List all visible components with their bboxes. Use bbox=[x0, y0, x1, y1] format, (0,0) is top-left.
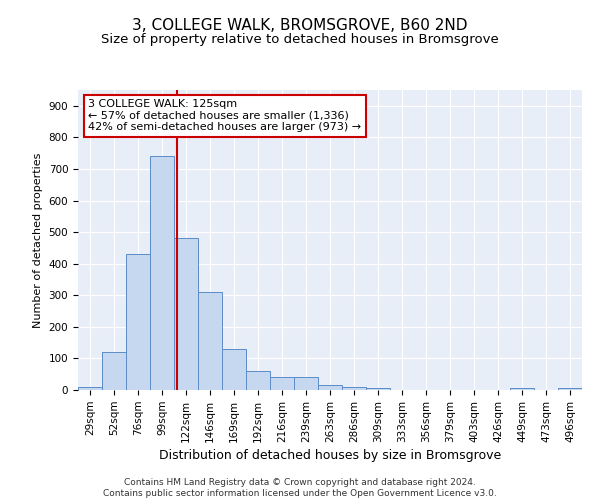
Bar bbox=[150, 156, 174, 390]
Text: 3 COLLEGE WALK: 125sqm
← 57% of detached houses are smaller (1,336)
42% of semi-: 3 COLLEGE WALK: 125sqm ← 57% of detached… bbox=[88, 99, 361, 132]
X-axis label: Distribution of detached houses by size in Bromsgrove: Distribution of detached houses by size … bbox=[159, 449, 501, 462]
Bar bbox=[174, 238, 198, 390]
Bar bbox=[510, 388, 534, 390]
Bar bbox=[102, 352, 126, 390]
Text: 3, COLLEGE WALK, BROMSGROVE, B60 2ND: 3, COLLEGE WALK, BROMSGROVE, B60 2ND bbox=[132, 18, 468, 32]
Bar bbox=[126, 254, 150, 390]
Bar bbox=[78, 387, 102, 390]
Y-axis label: Number of detached properties: Number of detached properties bbox=[33, 152, 43, 328]
Bar bbox=[318, 386, 342, 390]
Bar bbox=[366, 388, 390, 390]
Bar bbox=[342, 387, 366, 390]
Bar bbox=[294, 378, 318, 390]
Bar bbox=[246, 371, 270, 390]
Bar bbox=[270, 378, 294, 390]
Text: Size of property relative to detached houses in Bromsgrove: Size of property relative to detached ho… bbox=[101, 32, 499, 46]
Bar bbox=[558, 388, 582, 390]
Bar bbox=[198, 292, 222, 390]
Bar bbox=[222, 349, 246, 390]
Text: Contains HM Land Registry data © Crown copyright and database right 2024.
Contai: Contains HM Land Registry data © Crown c… bbox=[103, 478, 497, 498]
